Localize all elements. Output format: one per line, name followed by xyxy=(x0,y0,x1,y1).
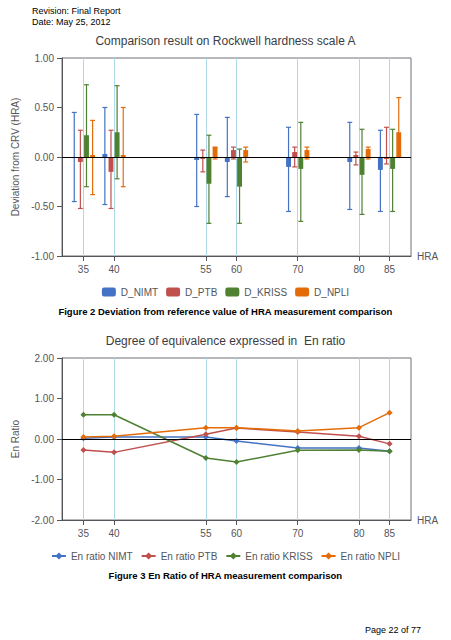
svg-text:2.00: 2.00 xyxy=(35,353,55,364)
svg-text:En ratio NPLI: En ratio NPLI xyxy=(341,551,400,562)
svg-text:En Ratio: En Ratio xyxy=(10,419,21,458)
svg-text:En ratio KRISS: En ratio KRISS xyxy=(245,551,313,562)
svg-text:Figure 2 Deviation from refere: Figure 2 Deviation from reference value … xyxy=(58,306,392,317)
svg-text:85: 85 xyxy=(384,264,396,275)
svg-text:40: 40 xyxy=(108,528,120,539)
svg-text:-1.00: -1.00 xyxy=(31,251,54,262)
svg-text:Revision: Final Report: Revision: Final Report xyxy=(32,6,121,16)
svg-text:60: 60 xyxy=(231,264,243,275)
svg-text:Figure 3 En Ratio of HRA measu: Figure 3 En Ratio of HRA measurement com… xyxy=(109,570,343,581)
svg-text:80: 80 xyxy=(353,264,365,275)
svg-text:80: 80 xyxy=(353,528,365,539)
svg-text:1.00: 1.00 xyxy=(35,393,55,404)
svg-text:D_KRISS: D_KRISS xyxy=(244,287,287,298)
svg-text:70: 70 xyxy=(292,528,304,539)
svg-text:Deviation from CRV (HRA): Deviation from CRV (HRA) xyxy=(10,98,21,217)
svg-text:HRA: HRA xyxy=(417,515,438,526)
svg-text:0.50: 0.50 xyxy=(35,102,55,113)
svg-text:D_NIMT: D_NIMT xyxy=(121,287,158,298)
svg-text:Page 22 of 77: Page 22 of 77 xyxy=(365,625,421,635)
svg-text:Degree of equivalence expresse: Degree of equivalence expressed in En ra… xyxy=(106,334,346,348)
svg-text:35: 35 xyxy=(78,528,90,539)
svg-text:En ratio NIMT: En ratio NIMT xyxy=(71,551,133,562)
svg-text:Date: May 25, 2012: Date: May 25, 2012 xyxy=(32,17,111,27)
svg-text:-0.50: -0.50 xyxy=(31,201,54,212)
svg-text:55: 55 xyxy=(200,264,212,275)
svg-text:0.00: 0.00 xyxy=(35,434,55,445)
svg-text:85: 85 xyxy=(384,528,396,539)
svg-text:35: 35 xyxy=(78,264,90,275)
svg-text:D_PTB: D_PTB xyxy=(185,287,218,298)
svg-text:-1.00: -1.00 xyxy=(31,474,54,485)
svg-text:Comparison result on Rockwell: Comparison result on Rockwell hardness s… xyxy=(95,34,355,48)
svg-text:HRA: HRA xyxy=(417,251,438,262)
svg-text:En ratio PTB: En ratio PTB xyxy=(161,551,218,562)
svg-text:0.00: 0.00 xyxy=(35,152,55,163)
svg-text:60: 60 xyxy=(231,528,243,539)
svg-text:1.00: 1.00 xyxy=(35,53,55,64)
svg-text:-2.00: -2.00 xyxy=(31,515,54,526)
svg-text:40: 40 xyxy=(108,264,120,275)
svg-text:D_NPLI: D_NPLI xyxy=(314,287,349,298)
svg-text:55: 55 xyxy=(200,528,212,539)
svg-text:70: 70 xyxy=(292,264,304,275)
